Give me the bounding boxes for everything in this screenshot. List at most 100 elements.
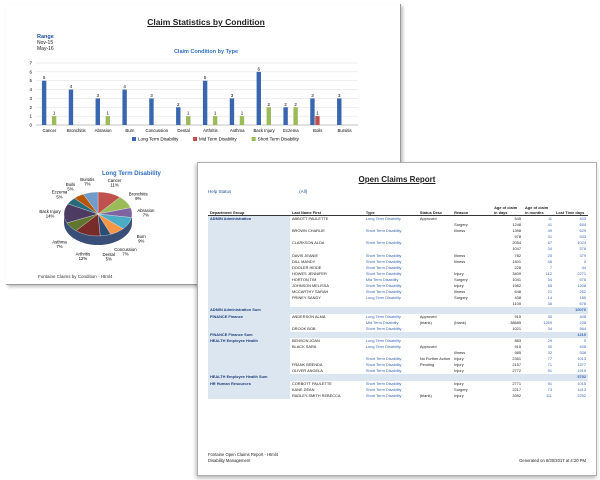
cell-l: 1210 xyxy=(553,331,588,338)
cell-l: 1015 xyxy=(577,380,586,386)
cell-g xyxy=(208,258,290,265)
bar-long-term-disability xyxy=(229,98,235,125)
cell-n: ANDERSON ALMA xyxy=(291,313,326,319)
cell-t: Long Term Disability xyxy=(365,337,401,343)
x-tick-label: Abrasion xyxy=(95,128,113,133)
bar-value-label: 5 xyxy=(204,75,207,80)
cell-r: Surgery xyxy=(454,386,468,392)
table-row: DOOLER HEIDE Short Term Disability 228 7 44 xyxy=(208,264,588,271)
cell-m xyxy=(523,374,554,381)
cell-g xyxy=(208,276,290,284)
table-row: Mid Term Disability (blank) (blank) 38685 12… xyxy=(208,319,588,326)
cell-l: 578 xyxy=(579,276,587,282)
x-tick-label: Back Injury xyxy=(253,128,275,133)
cell-n: DROOK BOB xyxy=(291,325,316,331)
cell-g xyxy=(208,240,290,247)
cell-n: DAVIS JEANIE xyxy=(291,252,319,258)
cell-t: Long Term Disability xyxy=(365,343,401,349)
cell-d: 2217 xyxy=(512,386,522,392)
table-row-subtotal: FINANCE Finance Sum 1210 xyxy=(208,331,588,338)
status-filter-value[interactable]: (All) xyxy=(299,189,308,194)
cell-g xyxy=(208,228,290,235)
cell-n: MCCARTHY SARAH xyxy=(291,289,329,295)
y-tick-label: 7 xyxy=(29,61,32,66)
cell-g xyxy=(208,350,290,357)
cell-m: 71 xyxy=(547,362,552,368)
cell-l: 629 xyxy=(579,228,587,234)
cell-g xyxy=(208,319,290,326)
cell-m: 34 xyxy=(547,276,552,282)
cell-d: 2772 xyxy=(512,368,522,374)
table-row: KANE DEAN Short Term Disability Surgery 221… xyxy=(208,386,588,393)
report-title: Open Claims Report xyxy=(358,175,436,184)
bar-long-term-disability xyxy=(337,98,342,125)
cell-s: Approved xyxy=(419,313,437,319)
cell-t: Short Term Disability xyxy=(365,362,402,368)
bar-value-label: 3 xyxy=(338,93,341,98)
col-last-name-first: Last Name First xyxy=(289,205,364,216)
cell-s: (blank) xyxy=(419,319,432,325)
cell-l: 5752 xyxy=(553,374,588,381)
cell-r: Illness xyxy=(454,228,466,234)
cell-t: Short Term Disability xyxy=(365,283,402,289)
bar-long-term-disability xyxy=(202,80,208,125)
legend-swatch xyxy=(251,137,256,141)
range-to: May-16 xyxy=(37,46,54,52)
cell-n: RADLEY-SMITH REBECCA xyxy=(291,392,341,398)
cell-m: 1269 xyxy=(543,319,552,325)
bar-long-term-disability xyxy=(283,107,288,125)
cell-g xyxy=(208,392,290,399)
report-footer-name: Fontaine Open Claims Report - Html4 xyxy=(208,452,279,457)
cell-l: 408 xyxy=(579,313,587,319)
cell-n: DILL MANDY xyxy=(291,258,316,264)
cell-l: 1413 xyxy=(577,386,586,392)
status-filter[interactable]: Help Status (All) xyxy=(208,189,307,194)
page-title: Claim Statistics by Condition xyxy=(147,17,265,27)
cell-d: 1401 xyxy=(512,258,522,264)
cell-t: Short Term Disability xyxy=(365,270,402,276)
x-tick-label: Cancer xyxy=(42,128,56,133)
cell-l: 403 xyxy=(579,216,587,221)
cell-l: 1208 xyxy=(577,283,586,289)
cell-m: 7 xyxy=(549,264,552,270)
bar-value-label: 2 xyxy=(177,102,180,107)
bar-short-term-disability xyxy=(239,116,245,125)
cell-t: Short Term Disability xyxy=(365,356,402,362)
cell-t: Short Term Disability xyxy=(365,240,402,246)
cell-l: 379 xyxy=(579,252,587,258)
cell-r: Injury xyxy=(454,362,464,368)
bar-value-label: 3 xyxy=(97,93,100,98)
cell-l: 576 xyxy=(579,246,587,252)
cell-d: 915 xyxy=(514,313,522,319)
table-row: JOHNSON MELISSA Short Term Disability Inju… xyxy=(208,283,588,290)
bar-short-term-disability xyxy=(212,116,218,125)
cell-d: 782 xyxy=(514,252,522,258)
cell-l: 2252 xyxy=(577,392,586,398)
cell-n xyxy=(289,307,364,314)
pie-label: Arthritis 12% xyxy=(76,251,91,261)
cell-t: Short Term Disability xyxy=(365,252,402,258)
bar-value-label: 1 xyxy=(53,111,56,116)
table-row: BLACK SARA Long Term Disability Approved 91… xyxy=(208,343,588,351)
cell-m: 77 xyxy=(547,356,552,362)
bar-long-term-disability xyxy=(95,98,100,125)
pie-chart-title: Long Term Disability xyxy=(102,171,161,177)
x-tick-label: Asthma xyxy=(230,128,245,133)
cell-t: Short Term Disability xyxy=(365,368,402,374)
cell-g xyxy=(208,264,290,271)
bar-short-term-disability xyxy=(51,116,57,125)
cell-d: 3409 xyxy=(512,270,522,276)
cell-n xyxy=(289,374,364,381)
cell-m: 34 xyxy=(547,325,552,331)
cell-r xyxy=(452,307,493,314)
claim-condition-bar-chart: 0 1 2 3 4 5 6 7 5 1 Cancer 4 Bronchitis 3 1 Abrasion 4 Bu… xyxy=(29,61,358,142)
col-age-months: Age of claim in months xyxy=(523,205,554,216)
bar-mid-term-disability xyxy=(315,116,320,125)
cell-n: BENSON JOAN xyxy=(291,337,320,343)
bar-value-label: 6 xyxy=(258,66,261,71)
cell-r: Surgery xyxy=(454,222,468,228)
table-row: Illness 985 32 536 xyxy=(208,350,588,357)
bar-value-label: 5 xyxy=(43,75,46,80)
cell-d: 985 xyxy=(514,350,522,356)
col-status-desc: Status Desc xyxy=(417,205,453,216)
